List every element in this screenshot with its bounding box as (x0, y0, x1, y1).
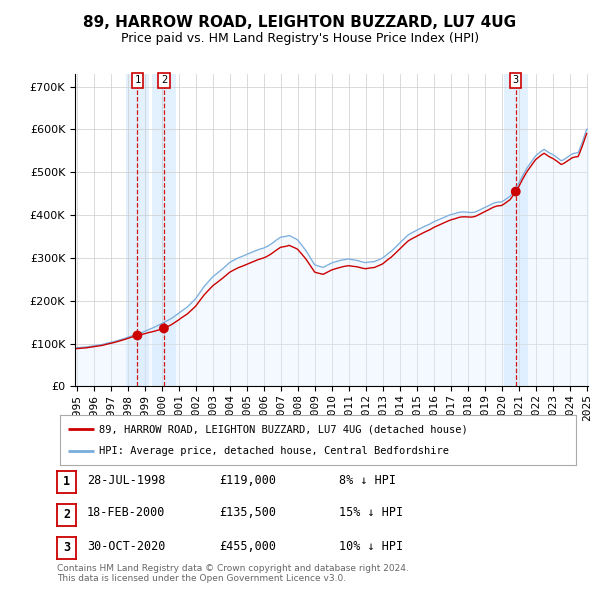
Point (133, 331, 142, 340)
Text: Price paid vs. HM Land Registry's House Price Index (HPI): Price paid vs. HM Land Registry's House … (121, 32, 479, 45)
Text: 15% ↓ HPI: 15% ↓ HPI (339, 506, 403, 520)
Text: HPI: Average price, detached house, Central Bedfordshire: HPI: Average price, detached house, Cent… (98, 446, 449, 456)
Text: 2: 2 (63, 508, 70, 522)
Text: Contains HM Land Registry data © Crown copyright and database right 2024.
This d: Contains HM Land Registry data © Crown c… (57, 563, 409, 583)
Text: 3: 3 (63, 541, 70, 554)
Text: 3: 3 (512, 76, 519, 86)
Point (159, 324, 169, 333)
Text: 28-JUL-1998: 28-JUL-1998 (87, 474, 166, 487)
Text: 2: 2 (161, 76, 167, 86)
Bar (504, 74, 527, 386)
Text: 10% ↓ HPI: 10% ↓ HPI (339, 539, 403, 552)
Text: £135,500: £135,500 (219, 506, 276, 520)
Text: £119,000: £119,000 (219, 474, 276, 487)
Text: 8% ↓ HPI: 8% ↓ HPI (339, 474, 396, 487)
Text: 1: 1 (63, 476, 70, 489)
Bar (152, 74, 176, 386)
Point (511, 187, 521, 196)
Text: 30-OCT-2020: 30-OCT-2020 (87, 539, 166, 552)
Text: 18-FEB-2000: 18-FEB-2000 (87, 506, 166, 520)
Bar (125, 74, 149, 386)
Text: 89, HARROW ROAD, LEIGHTON BUZZARD, LU7 4UG: 89, HARROW ROAD, LEIGHTON BUZZARD, LU7 4… (83, 15, 517, 30)
Text: £455,000: £455,000 (219, 539, 276, 552)
Text: 1: 1 (134, 76, 140, 86)
Text: 89, HARROW ROAD, LEIGHTON BUZZARD, LU7 4UG (detached house): 89, HARROW ROAD, LEIGHTON BUZZARD, LU7 4… (98, 424, 467, 434)
